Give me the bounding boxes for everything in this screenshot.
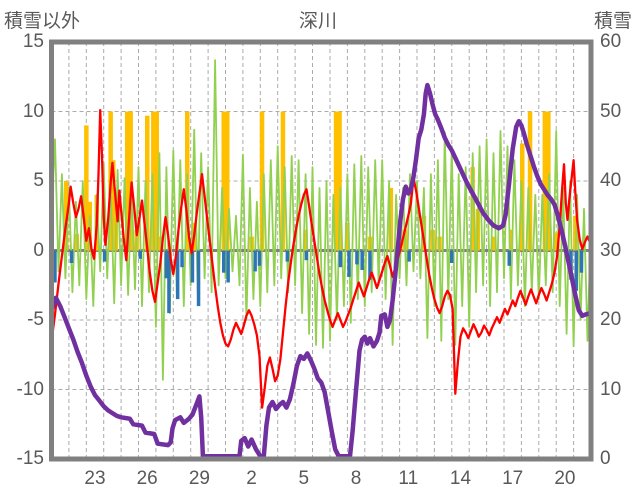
right-axis-title: 積雪 [593, 11, 632, 32]
plot-border [49, 39, 594, 462]
series-green-line [51, 59, 591, 381]
series-red-line [51, 108, 591, 409]
chart-title: 深川 [298, 11, 337, 32]
series-purple-snow-depth [51, 82, 591, 459]
series-blue-bars [53, 250, 584, 314]
left-axis-title: 積雪以外 [4, 11, 81, 32]
